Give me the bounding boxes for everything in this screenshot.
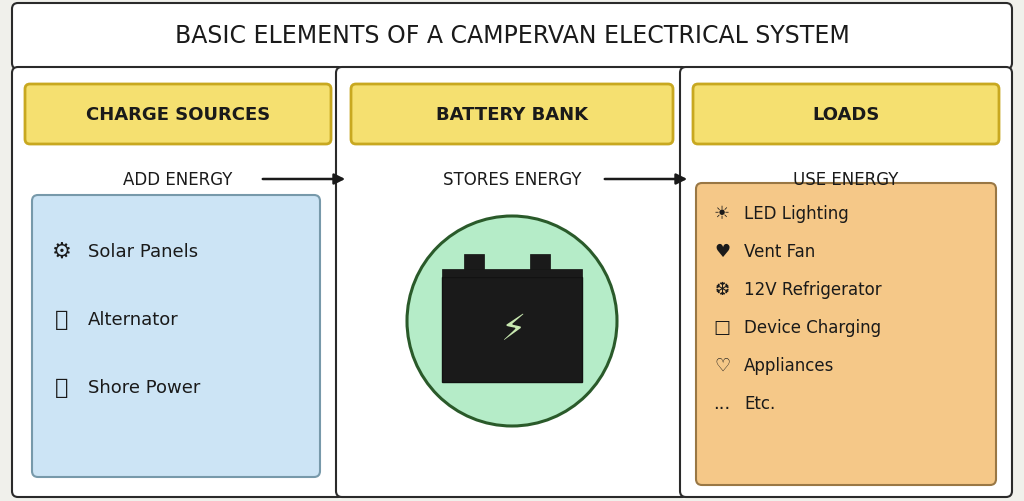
FancyBboxPatch shape [32, 195, 319, 477]
Text: □: □ [714, 318, 730, 336]
Text: 🔌: 🔌 [55, 377, 69, 397]
FancyBboxPatch shape [530, 254, 550, 269]
Text: Etc.: Etc. [744, 394, 775, 412]
Text: ADD ENERGY: ADD ENERGY [123, 171, 232, 188]
Text: Solar Panels: Solar Panels [88, 242, 198, 261]
Text: Device Charging: Device Charging [744, 318, 881, 336]
FancyBboxPatch shape [696, 184, 996, 485]
Text: Alternator: Alternator [88, 311, 179, 328]
Text: BASIC ELEMENTS OF A CAMPERVAN ELECTRICAL SYSTEM: BASIC ELEMENTS OF A CAMPERVAN ELECTRICAL… [175, 24, 849, 48]
Text: ♡: ♡ [714, 356, 730, 374]
Text: ❆: ❆ [715, 281, 729, 299]
Text: 12V Refrigerator: 12V Refrigerator [744, 281, 882, 299]
Text: LED Lighting: LED Lighting [744, 204, 849, 222]
Text: Shore Power: Shore Power [88, 378, 201, 396]
FancyBboxPatch shape [12, 68, 344, 497]
FancyBboxPatch shape [442, 277, 582, 382]
FancyBboxPatch shape [680, 68, 1012, 497]
FancyBboxPatch shape [336, 68, 688, 497]
Text: CHARGE SOURCES: CHARGE SOURCES [86, 106, 270, 124]
Text: LOADS: LOADS [812, 106, 880, 124]
FancyBboxPatch shape [351, 85, 673, 145]
Text: 🚐: 🚐 [55, 310, 69, 329]
Text: USE ENERGY: USE ENERGY [794, 171, 899, 188]
Text: BATTERY BANK: BATTERY BANK [436, 106, 588, 124]
FancyBboxPatch shape [12, 4, 1012, 70]
Text: STORES ENERGY: STORES ENERGY [442, 171, 582, 188]
FancyBboxPatch shape [25, 85, 331, 145]
Text: ☀: ☀ [714, 204, 730, 222]
Text: Appliances: Appliances [744, 356, 835, 374]
Circle shape [407, 216, 617, 426]
Text: ⚙: ⚙ [52, 241, 72, 262]
Text: ♥: ♥ [714, 242, 730, 261]
Text: Vent Fan: Vent Fan [744, 242, 815, 261]
FancyBboxPatch shape [693, 85, 999, 145]
FancyBboxPatch shape [442, 269, 582, 277]
FancyBboxPatch shape [464, 254, 484, 269]
Text: ⚡: ⚡ [502, 313, 526, 346]
Text: ...: ... [714, 394, 731, 412]
